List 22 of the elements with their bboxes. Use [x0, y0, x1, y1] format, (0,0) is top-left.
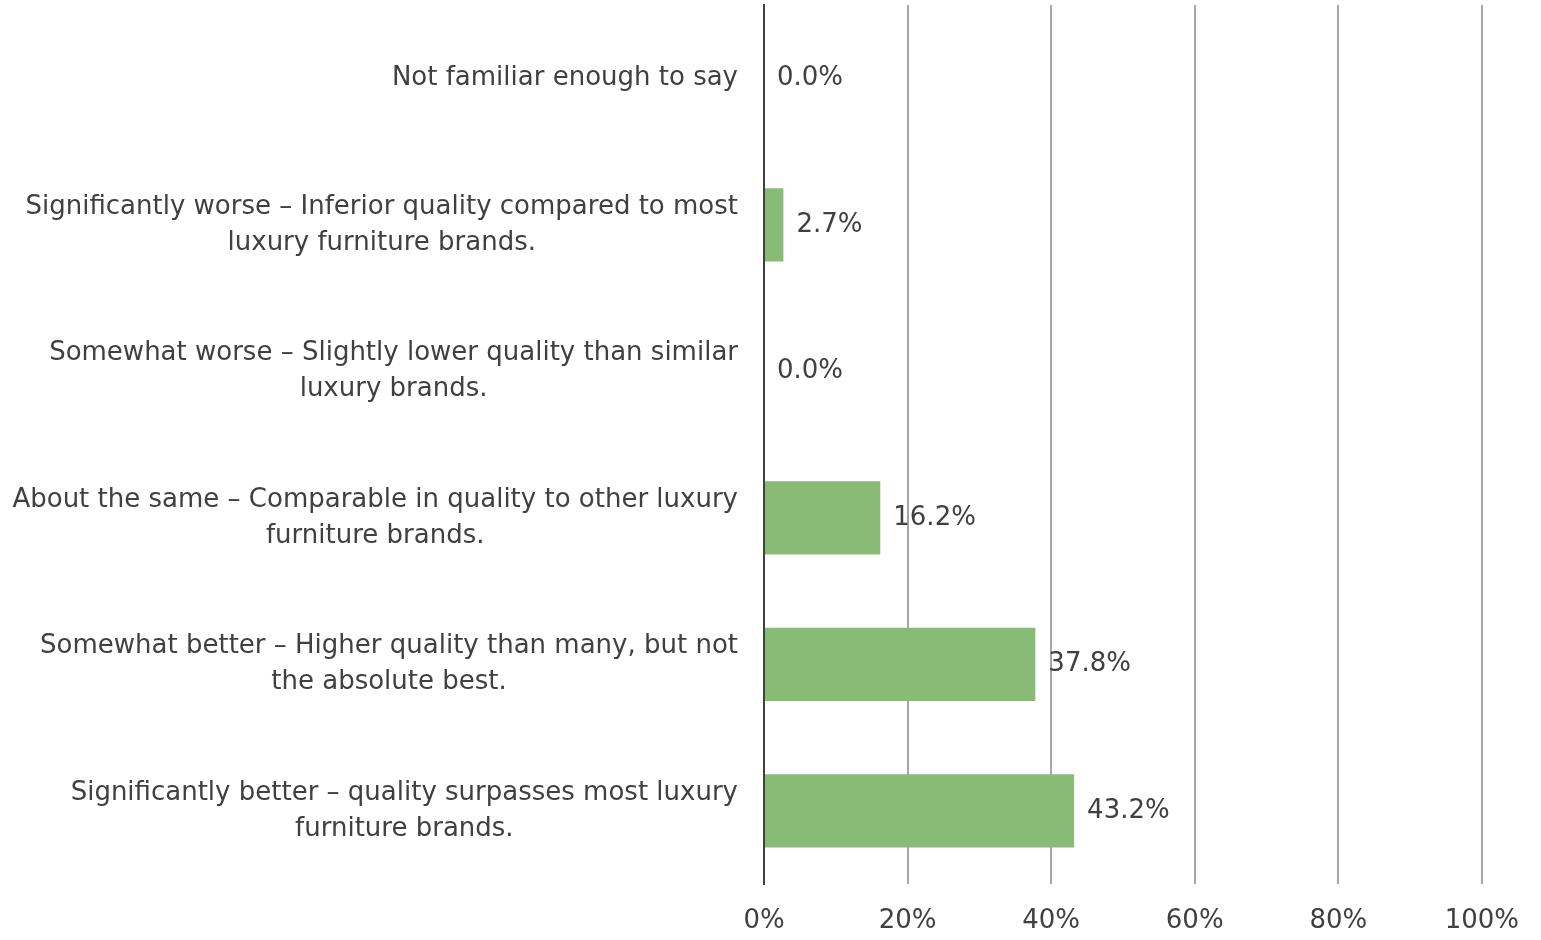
- y-tick-label: Significantly better – quality surpasses most luxury furniture brands.: [70, 775, 739, 842]
- x-tick-label: 20%: [878, 904, 937, 935]
- data-label: 43.2%: [1087, 793, 1170, 824]
- data-label: 37.8%: [1048, 647, 1131, 677]
- bar: [765, 627, 1036, 701]
- x-tick-label: 80%: [1309, 904, 1368, 935]
- y-tick-label: Somewhat better – Higher quality than many, but not the absolute best.: [40, 629, 738, 695]
- y-tick-label: Significantly worse – Inferior quality compared to most luxury furniture brands.: [25, 189, 739, 256]
- y-tick-label: Not familiar enough to say: [391, 61, 738, 91]
- data-label: 16.2%: [893, 500, 976, 531]
- x-tick-label: 60%: [1165, 904, 1224, 935]
- x-tick-label: 0%: [743, 904, 785, 935]
- data-label: 2.7%: [796, 207, 863, 238]
- bar: [765, 481, 881, 555]
- x-tick-label: 40%: [1022, 904, 1081, 935]
- data-label: 0.0%: [777, 61, 844, 91]
- bar: [765, 774, 1075, 848]
- data-label: 0.0%: [777, 354, 844, 384]
- y-tick-label: About the same – Comparable in quality to other luxury furniture brands.: [12, 482, 739, 549]
- x-tick-label: 100%: [1444, 904, 1520, 935]
- bar: [765, 188, 784, 262]
- y-tick-label: Somewhat worse – Slightly lower quality than similar luxury brands.: [49, 336, 739, 402]
